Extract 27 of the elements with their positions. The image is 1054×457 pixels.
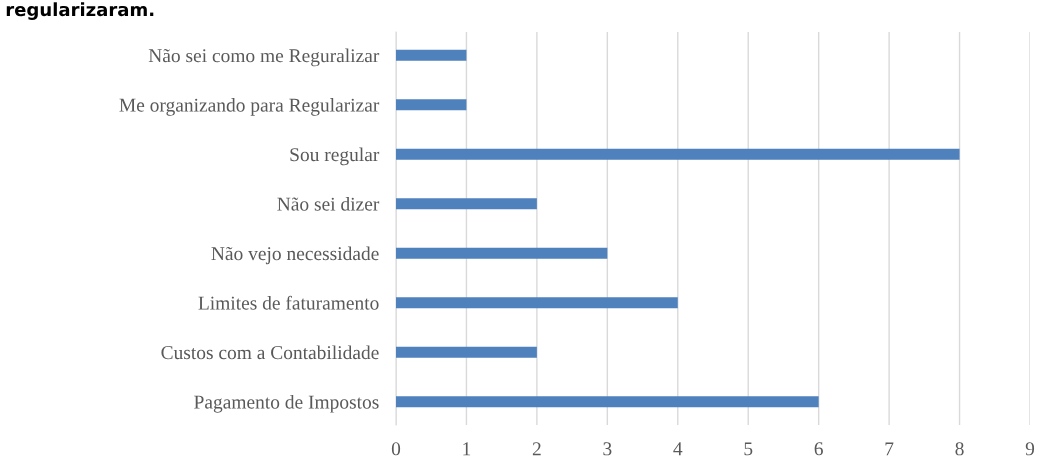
y-tick-label: Sou regular xyxy=(290,147,380,166)
x-tick-label: 4 xyxy=(673,442,683,456)
x-tick-label: 0 xyxy=(391,442,401,456)
y-tick-label: Não sei como me Reguralizar xyxy=(148,48,380,67)
bar xyxy=(396,346,537,358)
x-tick-label: 2 xyxy=(532,442,541,456)
x-tick-label: 1 xyxy=(463,442,471,456)
x-tick-label: 6 xyxy=(814,442,823,456)
y-tick-label: Me organizando para Regularizar xyxy=(119,98,380,116)
text: regularizaram. xyxy=(6,2,154,20)
bar xyxy=(396,148,960,160)
bar xyxy=(396,49,467,61)
bar xyxy=(396,297,678,309)
x-tick-label: 9 xyxy=(1025,442,1035,456)
y-tick-label: Custos com a Contabilidade xyxy=(161,345,379,360)
bar xyxy=(396,99,467,111)
x-tick-label: 7 xyxy=(885,442,894,456)
bar xyxy=(396,198,537,210)
x-tick-label: 8 xyxy=(955,442,964,456)
y-tick-label: Não sei dizer xyxy=(277,197,380,211)
x-tick-label: 3 xyxy=(603,442,612,456)
bar xyxy=(396,396,819,408)
y-tick-label: Não vejo necessidade xyxy=(211,246,379,265)
bar xyxy=(396,247,608,259)
x-tick-label: 5 xyxy=(744,442,753,456)
y-tick-label: Limites de faturamento xyxy=(198,295,379,310)
y-tick-label: Pagamento de Impostos xyxy=(194,394,379,413)
